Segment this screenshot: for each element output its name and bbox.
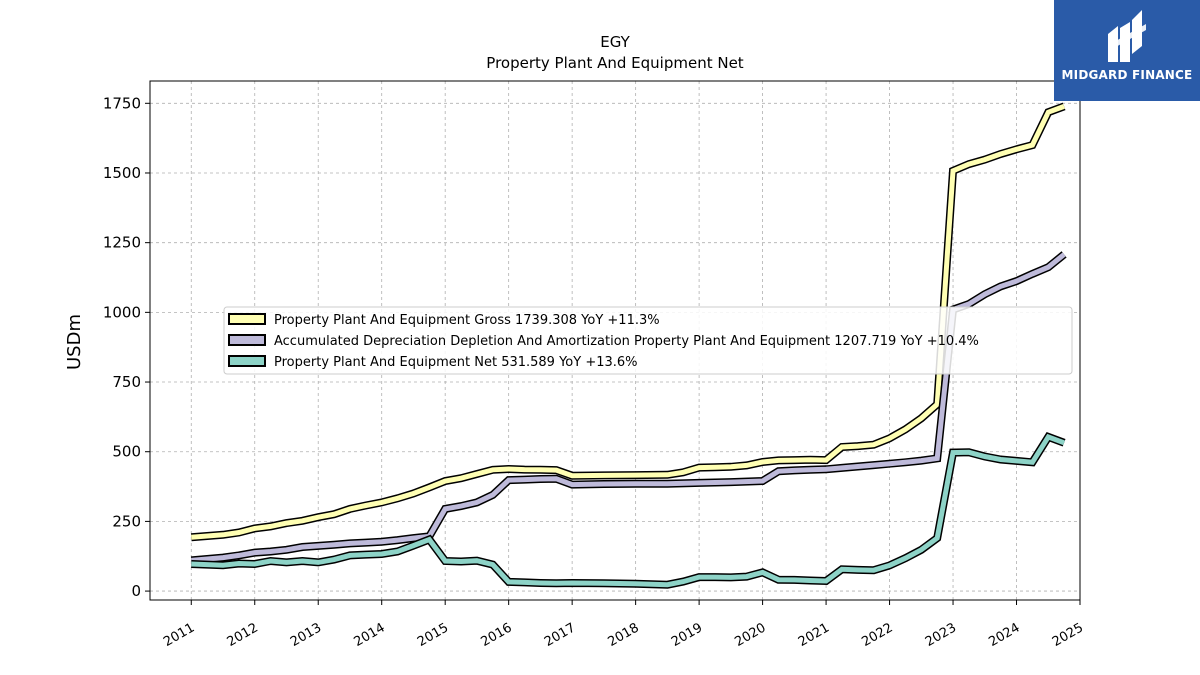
x-tick-label: 2016 [479,620,515,650]
legend-box [223,306,1073,375]
x-tick-label: 2021 [796,620,832,650]
chart-title: EGY [600,33,630,51]
brand-logo-text: MIDGARD FINANCE [1061,68,1193,82]
y-tick-label: 1500 [103,164,141,182]
series-line-1 [191,252,1066,563]
x-tick-label: 2017 [542,620,578,650]
legend-label-2: Property Plant And Equipment Net 531.589… [274,355,638,370]
legend-label-1: Accumulated Depreciation Depletion And A… [274,334,979,349]
y-tick-label: 1750 [103,94,141,112]
series-line-0 [191,104,1065,540]
x-tick-label: 2014 [352,620,388,650]
x-tick-label: 2025 [1050,620,1086,650]
series-line-2 [191,433,1065,588]
chart-subtitle: Property Plant And Equipment Net [486,54,743,72]
x-axis-ticks: 2011 2012 2013 2014 2015 2016 2017 2018 2019 2020… [161,600,1086,650]
y-tick-label: 750 [112,373,141,391]
x-tick-label: 2019 [669,620,705,650]
y-tick-label: 1250 [103,234,141,252]
x-tick-label: 2015 [415,620,451,650]
x-tick-label: 2018 [605,620,641,650]
plot-frame [149,80,1081,601]
legend-swatch-1 [228,334,266,346]
y-tick-label: 0 [131,582,141,600]
x-tick-label: 2013 [288,620,324,650]
y-tick-label: 500 [112,443,141,461]
x-tick-label: 2023 [923,620,959,650]
x-tick-label: 2020 [732,620,768,650]
x-tick-label: 2011 [161,620,197,650]
y-tick-label: 250 [112,512,141,530]
legend: Property Plant And Equipment Gross 1739.… [223,306,1073,375]
brand-logo: MIDGARD FINANCE [1054,0,1200,101]
y-axis-label: USDm [64,314,85,370]
y-tick-label: 1000 [103,303,141,321]
legend-swatch-0 [228,313,266,325]
x-tick-label: 2022 [859,620,895,650]
x-tick-label: 2024 [986,620,1022,650]
legend-swatch-2 [228,355,266,367]
y-axis-ticks: 0 250 500 750 1000 1250 1500 1750 [103,94,150,600]
series-layer [190,102,1067,589]
legend-label-0: Property Plant And Equipment Gross 1739.… [274,313,660,328]
x-tick-label: 2012 [225,620,261,650]
midgard-logo-icon [1108,10,1146,62]
